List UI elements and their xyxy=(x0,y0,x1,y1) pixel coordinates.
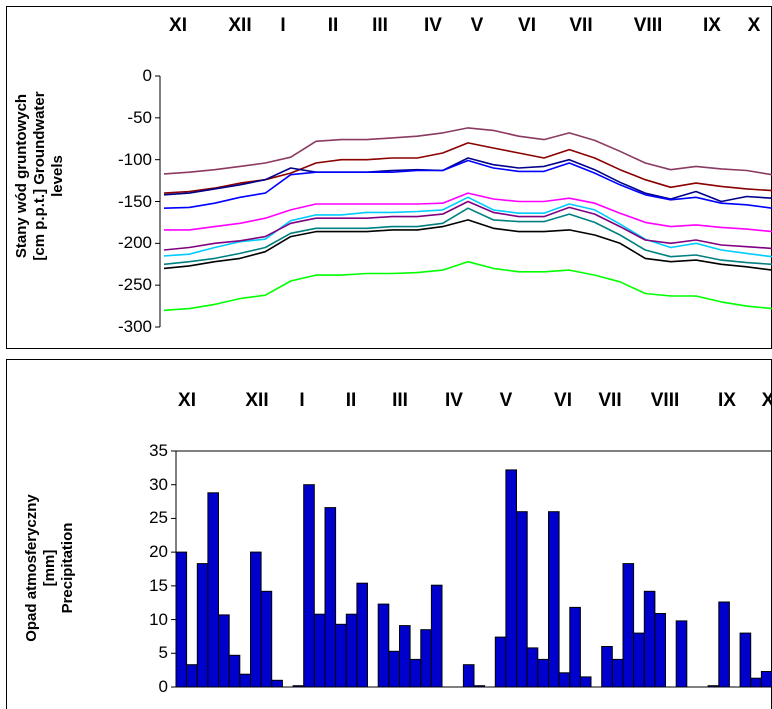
groundwater-month-label: IV xyxy=(424,15,442,36)
precipitation-month-label: I xyxy=(299,390,305,411)
groundwater-y-tick-label: 0 xyxy=(142,66,152,85)
precipitation-bar xyxy=(207,492,219,688)
precipitation-bar xyxy=(292,685,305,688)
groundwater-series-10 xyxy=(163,260,772,312)
precipitation-bar xyxy=(750,677,762,688)
precipitation-bar xyxy=(335,623,347,688)
precipitation-bar xyxy=(601,646,613,688)
precipitation-bar xyxy=(303,484,315,688)
precipitation-bar xyxy=(218,614,230,688)
precipitation-bar xyxy=(611,658,624,688)
precipitation-y-tick-label: 30 xyxy=(149,474,168,494)
groundwater-month-label: I xyxy=(280,15,286,36)
precipitation-bar xyxy=(345,613,358,688)
precipitation-bar xyxy=(186,664,198,688)
precipitation-y-tick-label: 0 xyxy=(158,677,168,696)
groundwater-y-tick-label: -300 xyxy=(117,317,152,336)
precipitation-bar xyxy=(175,551,188,688)
precipitation-bar xyxy=(654,613,667,688)
precipitation-month-label: VIII xyxy=(650,390,680,411)
precipitation-bar xyxy=(622,563,635,688)
precipitation-bar xyxy=(228,654,241,688)
precipitation-month-label: X xyxy=(761,390,772,411)
precipitation-bar xyxy=(526,647,539,688)
precipitation-bar xyxy=(516,511,528,688)
groundwater-month-label: XI xyxy=(169,15,187,36)
precipitation-bar xyxy=(505,469,517,688)
precipitation-bar xyxy=(643,590,656,688)
groundwater-month-label: III xyxy=(372,15,388,36)
precipitation-y-tick-label: 15 xyxy=(149,575,168,595)
precipitation-bar xyxy=(356,582,368,688)
groundwater-month-label: X xyxy=(747,15,761,36)
precipitation-bar xyxy=(324,507,337,688)
precipitation-y-tick-label: 20 xyxy=(149,542,168,562)
precipitation-bar xyxy=(430,584,443,688)
precipitation-bar xyxy=(558,672,571,688)
precipitation-bar xyxy=(271,679,283,688)
groundwater-series-5 xyxy=(164,192,772,233)
groundwater-month-label: II xyxy=(327,15,339,36)
precipitation-month-label: IX xyxy=(718,390,736,411)
precipitation-y-tick-label: 10 xyxy=(149,609,168,629)
groundwater-y-tick-label: -100 xyxy=(117,149,152,169)
groundwater-month-label: IX xyxy=(703,15,721,36)
groundwater-series-7 xyxy=(163,200,772,251)
precipitation-y-tick-label: 25 xyxy=(149,508,168,528)
precipitation-bar xyxy=(399,625,411,688)
precipitation-month-label: XII xyxy=(245,390,269,411)
precipitation-bar xyxy=(409,658,422,688)
precipitation-month-label: VII xyxy=(598,390,622,411)
precipitation-bar xyxy=(388,650,400,688)
precipitation-bar xyxy=(494,636,507,688)
groundwater-y-tick-label: -50 xyxy=(127,107,152,127)
precipitation-y-tick-label: 35 xyxy=(149,441,168,460)
precipitation-month-label: III xyxy=(392,390,408,411)
groundwater-month-label: VIII xyxy=(633,15,663,36)
precipitation-month-label: XI xyxy=(178,390,196,411)
precipitation-bar xyxy=(196,563,209,688)
groundwater-series-6 xyxy=(163,196,772,258)
precipitation-bar xyxy=(473,685,486,688)
precipitation-bar xyxy=(707,685,720,688)
precipitation-month-label: V xyxy=(499,390,513,411)
precipitation-bar xyxy=(718,601,730,688)
groundwater-y-tick-label: -150 xyxy=(117,191,152,211)
groundwater-month-label: VII xyxy=(569,15,593,36)
groundwater-chart-panel xyxy=(6,6,772,349)
groundwater-series-9 xyxy=(163,219,772,271)
precipitation-bar xyxy=(739,632,752,688)
precipitation-month-label: II xyxy=(345,390,357,411)
groundwater-y-tick-label: -200 xyxy=(117,233,152,253)
precipitation-bar xyxy=(462,664,475,688)
precipitation-bar xyxy=(548,511,560,688)
precipitation-bar xyxy=(760,671,772,688)
groundwater-month-label: XII xyxy=(228,15,252,36)
precipitation-bar xyxy=(420,629,432,688)
precipitation-bar xyxy=(633,632,645,688)
groundwater-series-1 xyxy=(163,127,772,176)
precipitation-month-label: VI xyxy=(554,390,572,411)
precipitation-bar xyxy=(239,673,251,688)
precipitation-bar xyxy=(377,603,390,688)
groundwater-month-label: V xyxy=(470,15,484,36)
precipitation-bar xyxy=(260,590,273,688)
precipitation-bar xyxy=(675,620,688,688)
precipitation-bar xyxy=(313,613,326,688)
precipitation-y-tick-label: 5 xyxy=(158,643,168,663)
groundwater-series-8 xyxy=(163,207,772,266)
precipitation-bar xyxy=(579,676,592,688)
precipitation-bar xyxy=(569,606,581,688)
precipitation-bar xyxy=(537,658,550,688)
groundwater-y-tick-label: -250 xyxy=(117,275,152,295)
precipitation-month-label: IV xyxy=(445,390,463,411)
groundwater-series-4 xyxy=(163,159,772,209)
precipitation-bar xyxy=(250,551,262,688)
groundwater-month-label: VI xyxy=(518,15,536,36)
